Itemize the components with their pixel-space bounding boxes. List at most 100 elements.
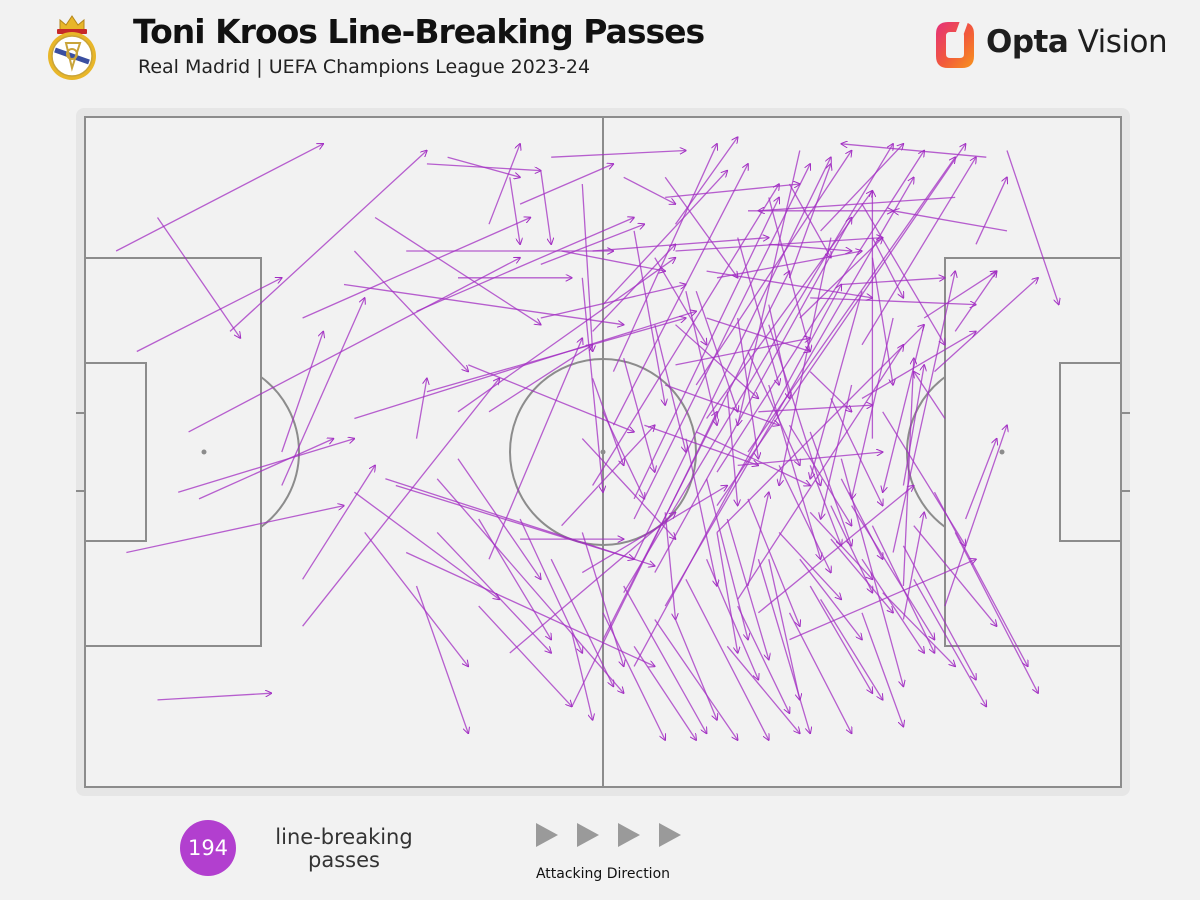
direction-triangle-1 bbox=[536, 823, 558, 847]
pass-arrow bbox=[571, 632, 593, 720]
direction-triangle-2 bbox=[577, 823, 599, 847]
pass-arrow bbox=[779, 237, 832, 486]
pass-arrow bbox=[685, 579, 769, 740]
pass-arrow bbox=[757, 559, 810, 733]
pass-arrow bbox=[747, 498, 800, 626]
pass-arrow bbox=[861, 331, 976, 399]
pass-arrow bbox=[178, 439, 354, 493]
pass-arrow bbox=[923, 271, 997, 319]
pass-arrow bbox=[861, 558, 924, 653]
pass-arrow bbox=[612, 164, 748, 426]
pass-arrow bbox=[592, 238, 769, 252]
pass-arrow bbox=[633, 164, 810, 520]
pass-arrow bbox=[623, 176, 676, 204]
pass-arrow bbox=[914, 372, 946, 419]
page-subtitle: Real Madrid | UEFA Champions League 2023… bbox=[138, 56, 591, 78]
pass-arrow bbox=[488, 338, 582, 560]
left-goal bbox=[76, 412, 86, 492]
pass-arrow bbox=[281, 298, 365, 486]
pass-arrow bbox=[550, 558, 613, 686]
pass-arrow bbox=[913, 525, 997, 627]
pass-arrow bbox=[747, 492, 769, 587]
pass-arrow bbox=[902, 545, 976, 680]
pass-arrow bbox=[788, 612, 852, 734]
pass-arrow bbox=[902, 365, 924, 486]
pass-arrow bbox=[737, 345, 904, 600]
pass-arrow bbox=[468, 364, 634, 432]
pass-arrow bbox=[664, 176, 738, 277]
pass-arrow bbox=[633, 230, 665, 405]
pass-arrow bbox=[716, 325, 924, 533]
brand-name-bold: Opta bbox=[986, 24, 1069, 60]
direction-triangle-3 bbox=[618, 823, 640, 847]
pass-arrows bbox=[115, 137, 1059, 741]
pass-arrow bbox=[561, 250, 666, 271]
pass-arrow bbox=[716, 532, 738, 653]
pass-arrow bbox=[540, 224, 645, 266]
pass-arrow bbox=[353, 250, 468, 372]
right-penalty-spot bbox=[999, 449, 1005, 455]
pass-arrow bbox=[861, 612, 903, 727]
pass-arrow bbox=[861, 203, 945, 345]
pass-arrow bbox=[654, 324, 686, 452]
pass-arrow bbox=[416, 218, 635, 312]
pass-arrow bbox=[654, 257, 707, 345]
pass-arrow bbox=[685, 291, 717, 425]
pass-arrow bbox=[809, 511, 872, 579]
pass-arrow bbox=[883, 324, 925, 493]
pass-arrow bbox=[581, 438, 675, 539]
pass-arrow bbox=[426, 318, 686, 393]
pass-arrow bbox=[561, 425, 655, 527]
pass-arrow bbox=[768, 559, 800, 700]
pass-arrow bbox=[405, 551, 655, 667]
pitch-markings bbox=[76, 116, 1130, 788]
direction-triangle-4 bbox=[659, 823, 681, 847]
pass-arrow bbox=[788, 424, 852, 526]
pass-arrow bbox=[882, 592, 956, 667]
pass-arrow bbox=[457, 458, 541, 580]
pass-arrow bbox=[778, 531, 841, 599]
pass-arrow bbox=[488, 144, 520, 225]
pass-arrow bbox=[519, 164, 613, 205]
pass-arrow bbox=[612, 144, 717, 372]
pass-arrow bbox=[374, 216, 541, 325]
attacking-direction-arrows bbox=[536, 823, 681, 847]
pass-arrow bbox=[674, 619, 718, 721]
pass-arrow bbox=[581, 532, 623, 666]
pass-arrow bbox=[281, 331, 324, 453]
pass-arrow bbox=[716, 251, 862, 279]
pass-arrow bbox=[737, 317, 759, 459]
pass-arrow bbox=[302, 465, 376, 580]
pass-arrow bbox=[551, 151, 686, 158]
pass-arrow bbox=[737, 237, 779, 385]
pass-arrow bbox=[778, 465, 831, 572]
pass-arrow bbox=[354, 491, 499, 599]
pass-arrow bbox=[840, 478, 882, 559]
pass-arrow bbox=[738, 150, 801, 426]
pass-arrow bbox=[385, 478, 654, 566]
attacking-direction-label: Attacking Direction bbox=[535, 866, 671, 882]
pass-arrow bbox=[716, 151, 924, 473]
pass-arrow bbox=[654, 619, 738, 741]
pass-arrow bbox=[893, 211, 1008, 232]
pass-arrow bbox=[768, 197, 810, 351]
pass-arrow bbox=[478, 518, 552, 640]
pass-arrow bbox=[820, 144, 904, 232]
pass-arrow bbox=[364, 532, 469, 666]
pass-arrow bbox=[623, 585, 707, 733]
pass-arrow bbox=[229, 151, 427, 332]
pass-arrow bbox=[675, 324, 759, 399]
pitch-pass-map bbox=[76, 116, 1130, 788]
pass-arrow bbox=[830, 398, 883, 505]
pass-arrow bbox=[768, 384, 821, 559]
pass-arrow bbox=[685, 438, 717, 586]
pass-arrow bbox=[665, 184, 800, 199]
pass-arrow bbox=[737, 452, 883, 467]
pass-arrow bbox=[136, 278, 282, 353]
opta-vision-logo: Opta Vision bbox=[934, 20, 1168, 70]
pass-arrow bbox=[726, 518, 769, 660]
pass-arrow bbox=[509, 512, 676, 654]
pass-arrow bbox=[964, 439, 997, 520]
pass-arrow bbox=[633, 157, 831, 560]
pass-arrow bbox=[664, 384, 779, 425]
